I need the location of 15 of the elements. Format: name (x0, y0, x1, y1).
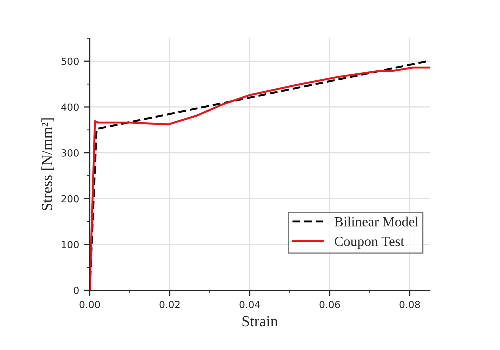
legend-label: Coupon Test (334, 236, 404, 250)
x-tick-label: 0.04 (240, 301, 260, 308)
y-tick-label: 400 (62, 104, 79, 112)
legend-label: Bilinear Model (334, 216, 419, 227)
y-tick-label: 500 (62, 58, 79, 66)
x-tick-label: 0.06 (320, 301, 340, 308)
y-tick-label: 200 (62, 195, 79, 203)
y-tick-label: 300 (62, 150, 79, 157)
y-tick-label: 100 (62, 241, 79, 249)
y-axis-title: Stress [N/mm²] (42, 118, 54, 211)
y-tick-label: 0 (74, 286, 79, 294)
x-tick-label: 0.08 (400, 301, 420, 308)
x-tick-label: 0.02 (160, 301, 180, 308)
x-axis-title: Strain (242, 316, 278, 327)
x-tick-label: 0.00 (80, 301, 100, 308)
